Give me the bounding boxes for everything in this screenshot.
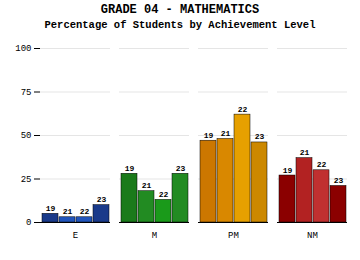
- svg-text:23: 23: [255, 132, 265, 141]
- svg-text:25: 25: [21, 175, 32, 185]
- svg-text:22: 22: [317, 160, 327, 169]
- svg-text:21: 21: [300, 148, 310, 157]
- svg-text:22: 22: [238, 105, 248, 114]
- svg-text:23: 23: [176, 164, 186, 173]
- svg-text:19: 19: [46, 204, 56, 213]
- svg-text:NM: NM: [307, 231, 318, 241]
- svg-text:22: 22: [80, 207, 90, 216]
- svg-text:22: 22: [159, 190, 169, 199]
- svg-text:23: 23: [334, 176, 344, 185]
- svg-text:19: 19: [125, 164, 135, 173]
- svg-text:E: E: [73, 231, 78, 241]
- svg-text:21: 21: [221, 129, 231, 138]
- svg-text:19: 19: [283, 166, 293, 175]
- html-text:GRADE 04 - MATHEMATICS: GRADE 04 - MATHEMATICS: [100, 3, 260, 17]
- svg-text:M: M: [152, 231, 157, 241]
- svg-text:50: 50: [21, 131, 32, 141]
- svg-text:75: 75: [21, 88, 32, 98]
- svg-text:23: 23: [97, 195, 107, 204]
- svg-text:100: 100: [15, 44, 31, 54]
- svg-text:21: 21: [142, 181, 152, 190]
- html-text:Percentage of Students by Achi: Percentage of Students by Achievement Le…: [44, 19, 316, 31]
- svg-text:0: 0: [26, 218, 31, 228]
- svg-text:21: 21: [63, 207, 73, 216]
- svg-text:19: 19: [204, 131, 214, 140]
- svg-text:PM: PM: [228, 231, 239, 241]
